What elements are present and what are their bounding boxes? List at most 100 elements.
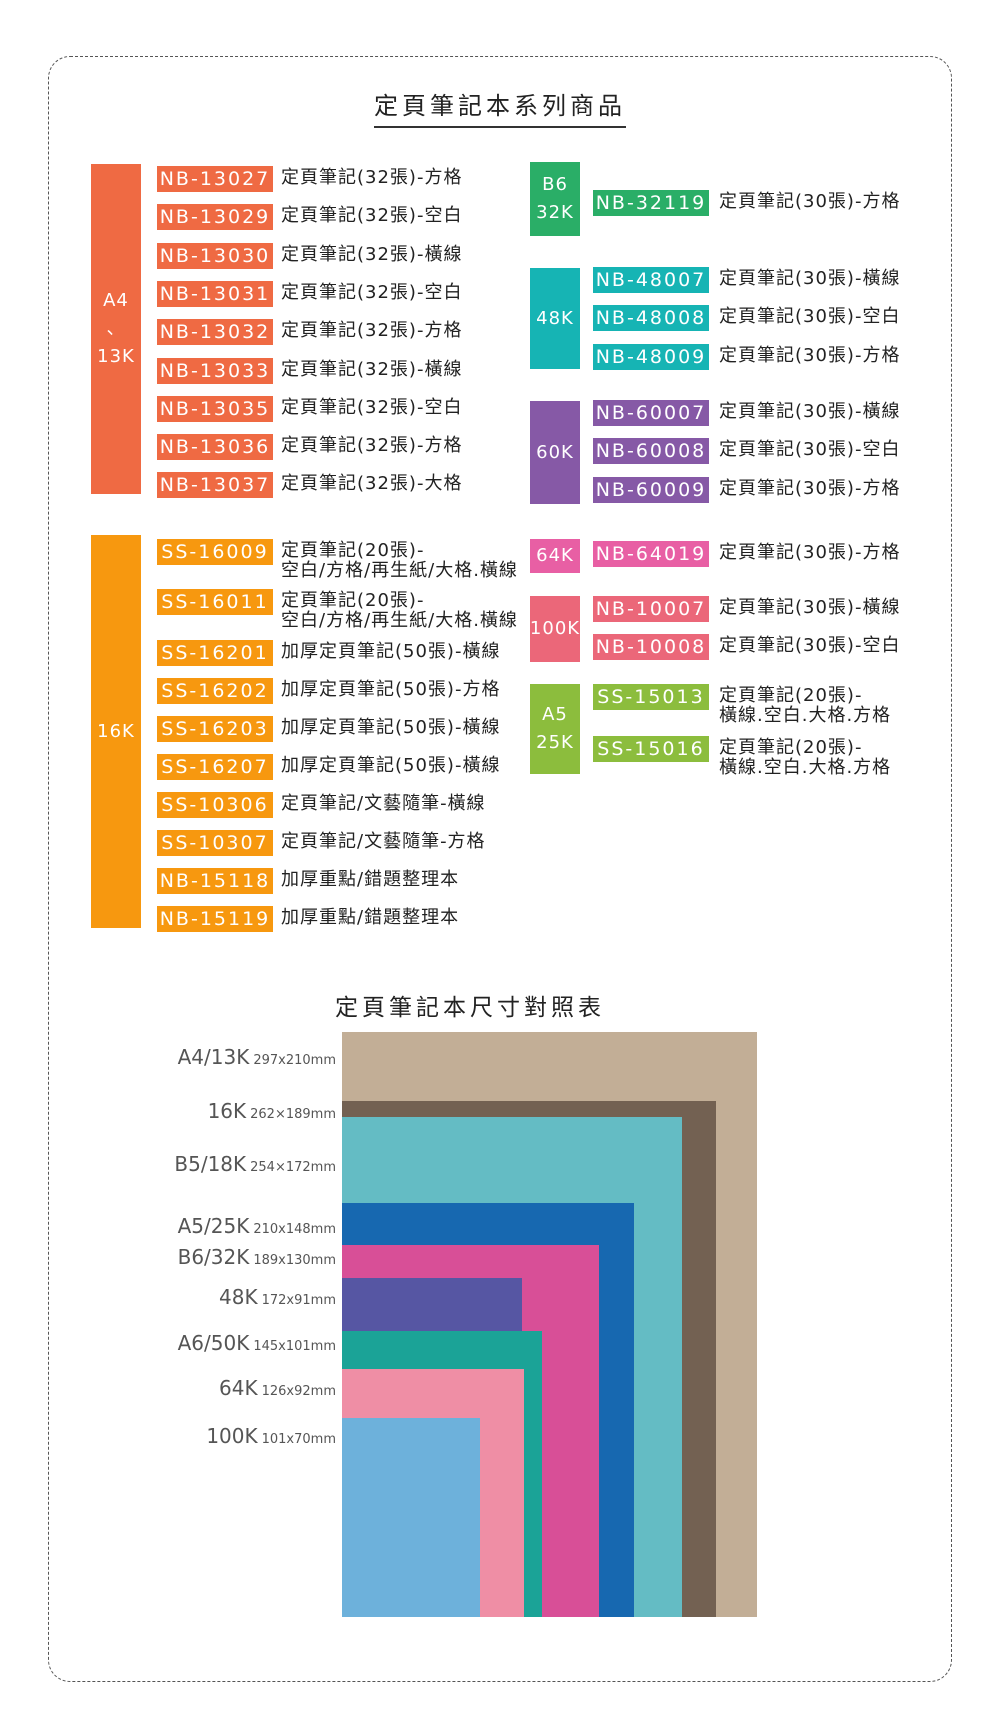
side-100k: 100K — [530, 596, 580, 662]
side-64k-text-0: 64K — [536, 545, 574, 566]
side-b6-32k-text-0: B6 — [542, 174, 568, 195]
k60-desc-line1-2: 定頁筆記(30張)-方格 — [719, 477, 901, 499]
k60-code-1: NB-60008 — [593, 438, 709, 465]
k100-desc-0: 定頁筆記(30張)-橫線 — [719, 598, 900, 618]
a4-desc-0: 定頁筆記(32張)-方格 — [281, 168, 462, 188]
k100-code-1: NB-10008 — [593, 634, 709, 661]
a5-desc-1: 定頁筆記(20張)- 橫線.空白.大格.方格 — [719, 738, 891, 778]
a4-desc-1: 定頁筆記(32張)-空白 — [281, 206, 462, 226]
k64-code-0: NB-64019 — [593, 541, 709, 567]
b6-desc-0: 定頁筆記(30張)-方格 — [719, 192, 900, 212]
k16-desc-line2-1: 空白/方格/再生紙/大格.橫線 — [281, 610, 518, 631]
side-100k-text-0: 100K — [529, 618, 581, 639]
a4-desc-line1-1: 定頁筆記(32張)-空白 — [281, 205, 463, 227]
a4-desc-line1-5: 定頁筆記(32張)-橫線 — [281, 358, 463, 380]
a4-desc-line1-3: 定頁筆記(32張)-空白 — [281, 281, 463, 303]
size-name-6: A6/50K — [177, 1331, 250, 1355]
a5-desc-0: 定頁筆記(20張)- 橫線.空白.大格.方格 — [719, 686, 891, 726]
size-name-5: 48K — [219, 1285, 258, 1309]
page-title: 定頁筆記本系列商品 — [0, 86, 1000, 128]
side-a5-25k-text-0: A5 — [542, 704, 568, 725]
k48-code-1: NB-48008 — [593, 305, 709, 332]
k16-code-1: SS-16011 — [157, 589, 273, 615]
size-label-6: A6/50K 145x101mm — [178, 1331, 336, 1355]
b6-code-0: NB-32119 — [593, 190, 709, 216]
a4-code-5: NB-13033 — [157, 357, 273, 384]
size-name-2: B5/18K — [174, 1152, 247, 1176]
k16-desc-line1-3: 加厚定頁筆記(50張)-方格 — [281, 679, 501, 700]
k16-desc-line1-8: 加厚重點/錯題整理本 — [281, 869, 460, 890]
a4-desc-3: 定頁筆記(32張)-空白 — [281, 281, 463, 303]
k60-desc-line1-0: 定頁筆記(30張)-橫線 — [719, 401, 901, 422]
side-16k: 16K — [91, 535, 141, 928]
k100-code-0: NB-10007 — [593, 596, 709, 622]
b6-desc-line1-0: 定頁筆記(30張)-方格 — [719, 191, 901, 212]
a4-code-6: NB-13035 — [157, 395, 273, 422]
side-b6-32k-text-1: 32K — [536, 202, 574, 223]
a5-desc-line2-1: 橫線.空白.大格.方格 — [719, 757, 892, 778]
size-label-1: 16K 262×189mm — [208, 1099, 336, 1123]
k16-desc-4: 加厚定頁筆記(50張)-橫線 — [281, 718, 500, 738]
k16-code-3: SS-16202 — [157, 678, 273, 704]
size-chart-title: 定頁筆記本尺寸對照表 — [335, 995, 605, 1021]
k60-desc-2: 定頁筆記(30張)-方格 — [719, 477, 901, 499]
a5-code-0: SS-15013 — [593, 684, 709, 710]
a4-code-4: NB-13032 — [157, 319, 273, 346]
size-label-3: A5/25K 210x148mm — [178, 1214, 336, 1238]
a4-desc-line1-0: 定頁筆記(32張)-方格 — [281, 167, 463, 188]
size-dim-0: 297x210mm — [253, 1053, 336, 1068]
side-a4-13k-text-0: A4 — [103, 290, 129, 311]
a4-desc-line1-8: 定頁筆記(32張)-大格 — [281, 473, 463, 495]
k16-desc-5: 加厚定頁筆記(50張)-橫線 — [281, 756, 500, 776]
k16-code-6: SS-10306 — [157, 792, 273, 818]
size-label-2: B5/18K 254×172mm — [174, 1152, 336, 1176]
size-dim-2: 254×172mm — [250, 1160, 336, 1175]
k48-code-0: NB-48007 — [593, 267, 709, 293]
side-a5-25k: A5 25K — [530, 684, 580, 774]
k16-desc-line1-4: 加厚定頁筆記(50張)-橫線 — [281, 717, 501, 738]
side-60k-text-0: 60K — [536, 441, 574, 463]
a4-desc-line1-7: 定頁筆記(32張)-方格 — [281, 435, 463, 457]
a4-desc-line1-2: 定頁筆記(32張)-橫線 — [281, 243, 463, 265]
side-16k-text-0: 16K — [97, 720, 135, 742]
size-label-8: 100K 101x70mm — [206, 1424, 336, 1448]
k60-desc-1: 定頁筆記(30張)-空白 — [719, 440, 900, 460]
a4-desc-6: 定頁筆記(32張)-空白 — [281, 396, 463, 418]
k48-desc-2: 定頁筆記(30張)-方格 — [719, 345, 900, 366]
side-48k: 48K — [530, 268, 580, 369]
size-name-1: 16K — [207, 1099, 247, 1123]
side-b6-32k: B6 32K — [530, 162, 580, 236]
side-a4-13k-text-2: 13K — [97, 346, 135, 367]
a5-code-1: SS-15016 — [593, 736, 709, 762]
size-dim-5: 172x91mm — [261, 1293, 336, 1308]
k16-desc-line1-1: 定頁筆記(20張)- — [281, 590, 425, 611]
k100-desc-line1-1: 定頁筆記(30張)-空白 — [719, 635, 901, 657]
k60-code-2: NB-60009 — [593, 476, 709, 503]
k48-desc-0: 定頁筆記(30張)-橫線 — [719, 269, 900, 289]
k16-desc-0: 定頁筆記(20張)- 空白/方格/再生紙/大格.橫線 — [281, 541, 518, 581]
k16-code-2: SS-16201 — [157, 640, 273, 666]
a4-desc-line1-4: 定頁筆記(32張)-方格 — [281, 320, 463, 342]
k16-desc-line1-6: 定頁筆記/文藝隨筆-橫線 — [281, 793, 486, 814]
k16-code-7: SS-10307 — [157, 830, 273, 856]
k16-desc-8: 加厚重點/錯題整理本 — [281, 870, 459, 890]
k60-desc-line1-1: 定頁筆記(30張)-空白 — [719, 439, 901, 461]
size-name-7: 64K — [219, 1376, 258, 1400]
a5-desc-line1-0: 定頁筆記(20張)- — [719, 685, 863, 706]
k16-desc-7: 定頁筆記/文藝隨筆-方格 — [281, 832, 486, 852]
k16-desc-1: 定頁筆記(20張)- 空白/方格/再生紙/大格.橫線 — [281, 591, 518, 631]
a5-desc-line1-1: 定頁筆記(20張)- — [719, 737, 863, 758]
side-a4-13k: A4 、 13K — [91, 164, 141, 494]
a5-desc-line2-0: 橫線.空白.大格.方格 — [719, 705, 892, 726]
size-rect-8 — [342, 1418, 481, 1617]
size-name-8: 100K — [206, 1424, 258, 1448]
size-dim-1: 262×189mm — [250, 1107, 336, 1122]
size-dim-4: 189x130mm — [253, 1253, 336, 1268]
a4-desc-line1-6: 定頁筆記(32張)-空白 — [281, 396, 463, 418]
a4-desc-4: 定頁筆記(32張)-方格 — [281, 321, 462, 341]
a4-code-8: NB-13037 — [157, 472, 273, 499]
k60-desc-0: 定頁筆記(30張)-橫線 — [719, 402, 900, 422]
k16-desc-line1-0: 定頁筆記(20張)- — [281, 540, 425, 561]
k16-desc-9: 加厚重點/錯題整理本 — [281, 908, 459, 928]
k48-code-2: NB-48009 — [593, 343, 709, 370]
